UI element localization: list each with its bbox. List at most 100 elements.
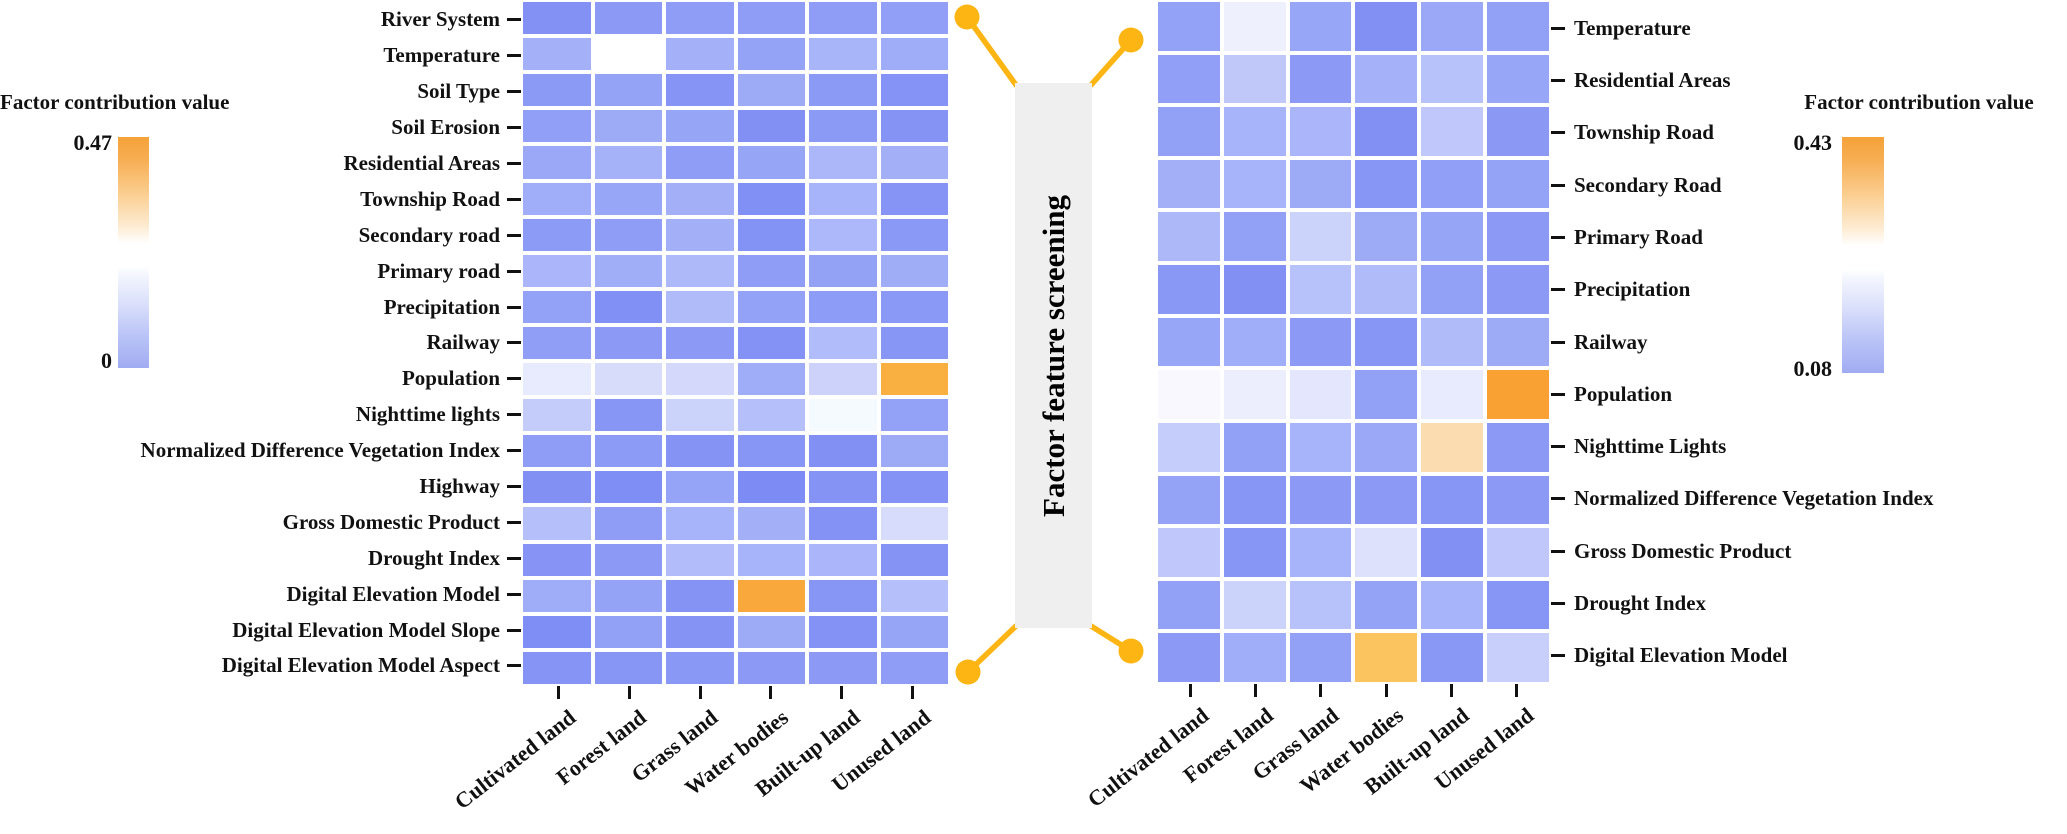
heatmap-cell-12-4 xyxy=(809,435,877,468)
y-axis-tick xyxy=(507,592,521,596)
y-axis-tick xyxy=(507,305,521,309)
row-label: Precipitation xyxy=(383,294,500,319)
heatmap-cell-2-1 xyxy=(1223,107,1286,156)
heatmap-cell-12-3 xyxy=(1355,633,1418,682)
heatmap-cell-8-2 xyxy=(666,290,734,323)
heatmap-cell-13-0 xyxy=(523,471,591,504)
heatmap-cell-4-5 xyxy=(880,146,948,179)
y-axis-tick xyxy=(1551,78,1565,82)
row-label: Nighttime lights xyxy=(355,402,500,427)
heatmap-cell-0-0 xyxy=(523,2,591,35)
heatmap-cell-3-0 xyxy=(1158,159,1220,209)
x-axis-tick xyxy=(1319,684,1323,697)
row-label: Temperature xyxy=(383,43,500,68)
heatmap-cell-11-1 xyxy=(594,399,662,432)
y-axis-tick xyxy=(507,413,521,417)
row-line: Population xyxy=(0,361,521,397)
heatmap-cell-8-4 xyxy=(1421,422,1484,472)
heatmap-cell-17-3 xyxy=(737,615,805,648)
heatmap-cell-11-5 xyxy=(880,399,948,432)
y-axis-tick xyxy=(507,628,521,632)
heatmap-cell-3-1 xyxy=(1223,159,1286,209)
right-heatmap-x-ticks xyxy=(1158,684,1549,697)
heatmap-cell-4-3 xyxy=(737,146,805,179)
heatmap-cell-15-3 xyxy=(737,543,805,576)
y-axis-tick xyxy=(507,18,521,22)
heatmap-cell-9-2 xyxy=(666,326,734,360)
heatmap-cell-8-2 xyxy=(1289,422,1352,472)
heatmap-cell-4-4 xyxy=(809,146,877,179)
heatmap-cell-6-0 xyxy=(1158,317,1220,367)
heatmap-cell-16-0 xyxy=(523,579,591,612)
heatmap-cell-11-4 xyxy=(809,399,877,432)
heatmap-cell-3-3 xyxy=(1355,159,1418,209)
heatmap-cell-2-1 xyxy=(594,74,662,107)
heatmap-cell-8-3 xyxy=(737,290,805,323)
row-label: Digital Elevation Model xyxy=(1574,643,1788,668)
row-label: Population xyxy=(1574,381,1673,406)
right-colorbar-max-label: 0.43 xyxy=(1793,130,1833,155)
heatmap-cell-12-2 xyxy=(1289,633,1352,682)
heatmap-cell-18-3 xyxy=(737,651,805,684)
right-heatmap-row-labels: Temperature Residential Areas Township Roa… xyxy=(1551,2,2067,682)
heatmap-cell-1-4 xyxy=(809,38,877,71)
heatmap-cell-6-5 xyxy=(880,218,948,251)
heatmap-cell-9-0 xyxy=(523,326,591,360)
y-axis-tick xyxy=(507,90,521,94)
y-axis-tick xyxy=(507,485,521,489)
y-axis-tick xyxy=(507,162,521,165)
heatmap-cell-0-1 xyxy=(594,2,662,35)
row-line: Nighttime lights xyxy=(0,397,521,433)
heatmap-cell-9-3 xyxy=(737,326,805,360)
row-label: Residential Areas xyxy=(343,151,500,175)
y-axis-tick xyxy=(507,377,521,381)
heatmap-cell-4-0 xyxy=(1158,212,1220,262)
x-axis-label: Cultivated land xyxy=(449,704,581,815)
heatmap-cell-9-3 xyxy=(1355,475,1418,525)
row-label: Normalized Difference Vegetation Index xyxy=(1574,486,1934,511)
x-axis-tick xyxy=(1189,684,1193,697)
heatmap-cell-15-2 xyxy=(666,543,734,576)
y-axis-tick xyxy=(1551,654,1565,658)
heatmap-cell-5-1 xyxy=(1223,265,1286,314)
y-axis-tick xyxy=(1551,340,1565,344)
heatmap-cell-15-4 xyxy=(809,543,877,576)
heatmap-cell-12-2 xyxy=(666,435,734,468)
row-line: Residential Areas xyxy=(1551,54,2067,106)
connector-line-top-right xyxy=(1088,37,1134,88)
heatmap-cell-8-1 xyxy=(1223,422,1286,472)
heatmap-cell-14-3 xyxy=(737,507,805,540)
row-label: Highway xyxy=(419,474,500,499)
heatmap-cell-10-2 xyxy=(666,363,734,396)
heatmap-cell-7-2 xyxy=(1289,370,1352,419)
heatmap-cell-13-1 xyxy=(594,471,662,504)
heatmap-cell-2-5 xyxy=(880,74,948,107)
row-label: Residential Areas xyxy=(1574,67,1731,92)
row-label: Secondary Road xyxy=(1574,172,1722,197)
heatmap-cell-11-0 xyxy=(523,399,591,432)
connector-dot-bottom-left xyxy=(955,659,981,685)
heatmap-cell-1-5 xyxy=(880,38,948,71)
x-axis-tick xyxy=(556,686,560,699)
heatmap-cell-17-2 xyxy=(666,615,734,648)
y-axis-tick xyxy=(1551,26,1565,30)
heatmap-cell-5-0 xyxy=(523,182,591,215)
heatmap-cell-12-4 xyxy=(1421,633,1484,682)
y-axis-tick xyxy=(507,269,521,273)
heatmap-cell-3-4 xyxy=(809,110,877,143)
heatmap-cell-0-2 xyxy=(1289,2,1352,51)
row-line: Digital Elevation Model Slope xyxy=(0,612,521,648)
x-axis-tick xyxy=(911,686,915,699)
heatmap-cell-6-1 xyxy=(1223,317,1286,367)
heatmap-cell-0-5 xyxy=(1487,2,1549,51)
heatmap-cell-7-3 xyxy=(1355,370,1418,419)
row-line: Normalized Difference Vegetation Index xyxy=(1551,473,2067,525)
heatmap-cell-10-0 xyxy=(1158,528,1220,577)
heatmap-cell-6-1 xyxy=(594,218,662,251)
heatmap-cell-5-0 xyxy=(1158,265,1220,314)
row-line: Drought Index xyxy=(1551,577,2067,629)
heatmap-cell-17-5 xyxy=(880,615,948,648)
left-heatmap-row-labels: River System Temperature Soil Type Soil Ero… xyxy=(0,2,521,684)
connector-line-bottom-right xyxy=(1088,623,1134,654)
